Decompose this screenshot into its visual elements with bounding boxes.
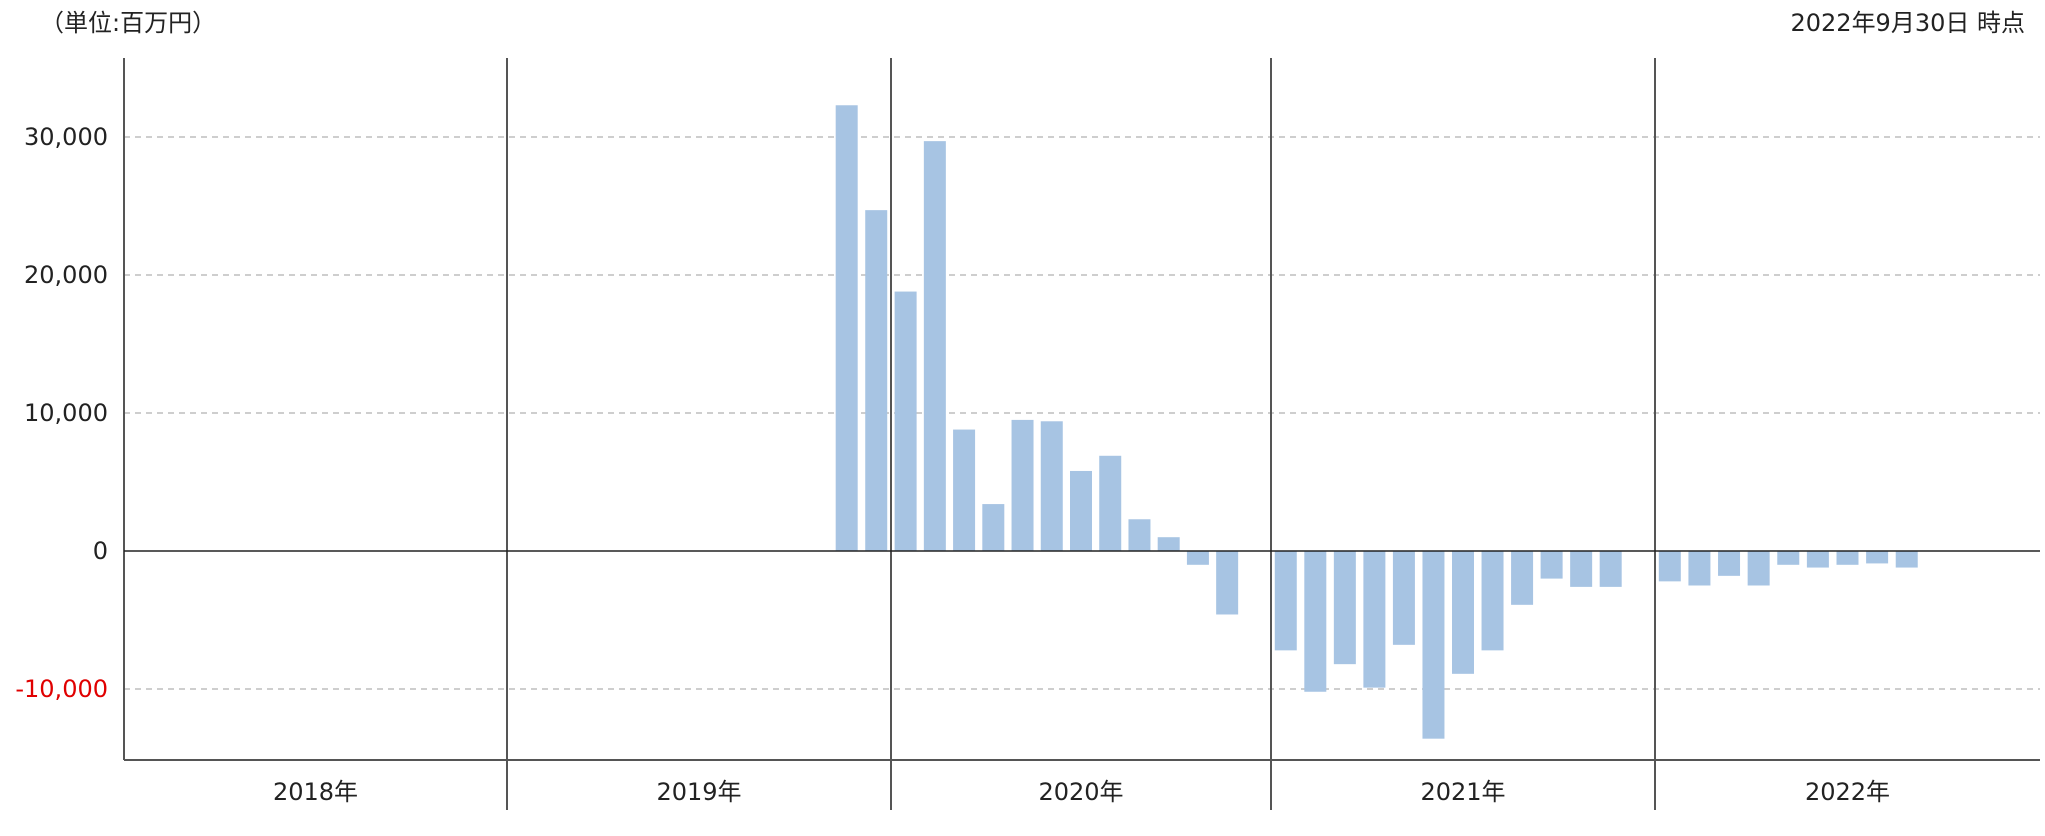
bar [1658,551,1681,582]
bar [894,291,917,551]
bar [1806,551,1829,568]
y-tick-label: -10,000 [15,675,108,703]
bar [1040,421,1063,551]
bar [1747,551,1770,586]
bar [1363,551,1386,688]
bar [1895,551,1918,568]
bar [1540,551,1563,579]
unit-label: （単位:百万円） [40,9,217,37]
bar [1688,551,1711,586]
x-tick-label: 2020年 [1038,778,1123,806]
bar [1422,551,1445,739]
bar [923,141,946,551]
bar [1599,551,1622,587]
x-tick-label: 2021年 [1420,778,1505,806]
bar [1011,419,1034,551]
bar [1216,551,1239,615]
bar [1511,551,1534,605]
bar [1452,551,1474,674]
bar [1333,551,1356,665]
bar [835,105,858,551]
bar [1481,551,1504,651]
bar [1070,470,1092,551]
y-tick-label: 0 [93,537,108,565]
bar [1099,455,1122,551]
bar [1866,551,1889,564]
y-tick-label: 10,000 [24,399,108,427]
x-tick-label: 2018年 [273,778,358,806]
bar [1157,537,1180,551]
bar [1274,551,1297,651]
bar [1304,551,1327,692]
as-of-date-label: 2022年9月30日 時点 [1790,9,2025,37]
x-tick-label: 2019年 [656,778,741,806]
y-tick-label: 20,000 [24,261,108,289]
bar [1836,551,1859,565]
bar [1186,551,1209,565]
bar [982,504,1005,551]
bar [865,210,888,551]
bar [953,429,976,551]
y-tick-label: 30,000 [24,123,108,151]
bar [1570,551,1593,587]
bar [1777,551,1800,565]
bar [1392,551,1415,645]
bar [1718,551,1741,576]
bar [1128,519,1151,551]
x-tick-label: 2022年 [1805,778,1890,806]
